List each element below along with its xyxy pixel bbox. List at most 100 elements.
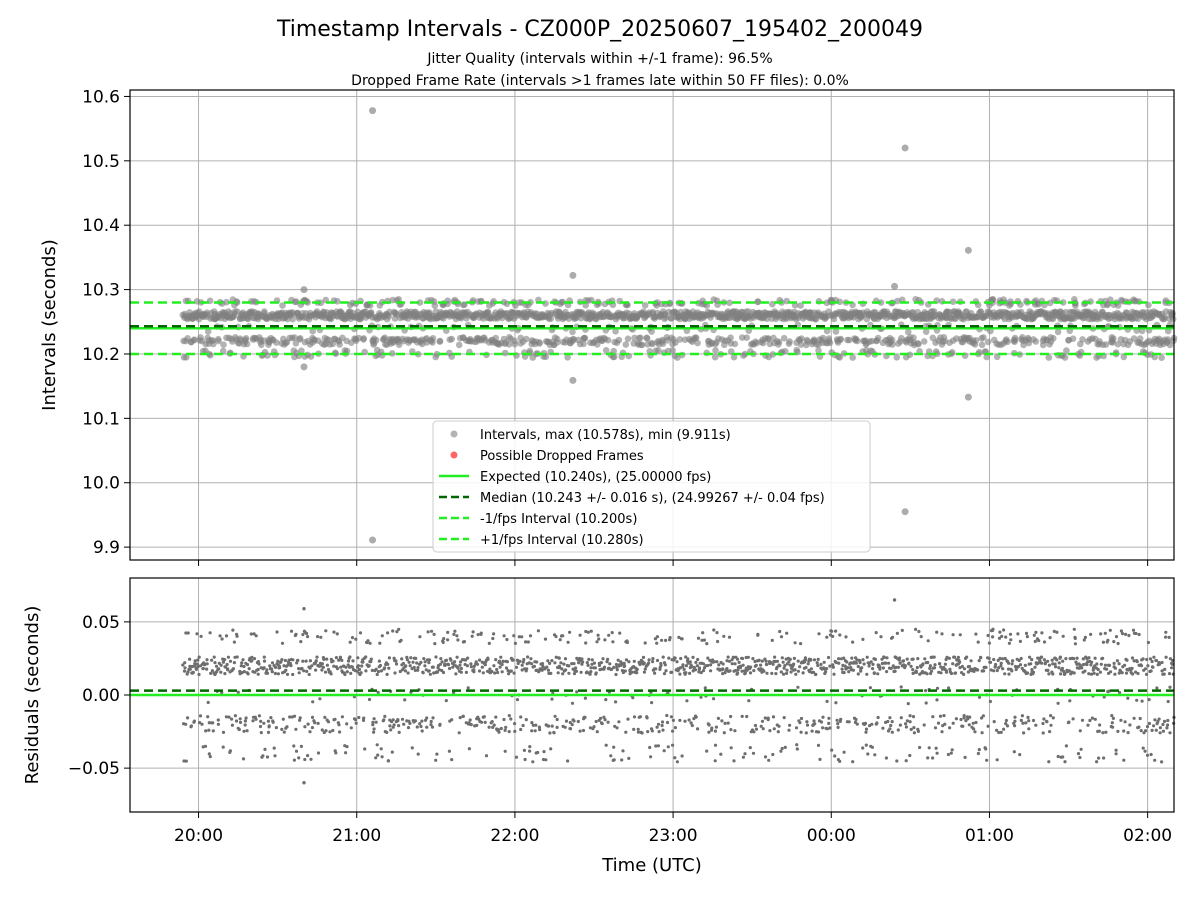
- residual-point: [743, 752, 747, 756]
- residual-point: [599, 661, 604, 665]
- residual-outlier-point: [386, 759, 391, 763]
- residual-point: [369, 657, 373, 661]
- residual-point: [850, 656, 854, 660]
- interval-point: [1059, 299, 1067, 306]
- residual-point: [953, 655, 957, 659]
- residual-point: [721, 662, 725, 666]
- residual-point: [543, 637, 548, 641]
- residual-point: [211, 721, 215, 725]
- residual-point: [400, 657, 404, 661]
- residual-point: [1054, 665, 1058, 669]
- residual-point: [403, 698, 407, 702]
- residual-point: [469, 723, 473, 727]
- residual-point: [643, 667, 647, 671]
- interval-point: [920, 338, 928, 345]
- residual-point: [604, 698, 608, 702]
- residual-point: [422, 657, 426, 661]
- residual-point: [334, 751, 338, 755]
- residual-point: [1134, 631, 1138, 636]
- residual-point: [270, 670, 274, 674]
- residuals-panel: 20:00 21:00 22:00 23:00 00:00 01:00 02:00−0.05…: [22, 577, 1176, 876]
- residual-point: [522, 748, 527, 753]
- residual-point: [1124, 632, 1128, 637]
- residual-point: [509, 717, 513, 721]
- residual-point: [1072, 657, 1076, 661]
- residual-point: [1075, 656, 1079, 660]
- residual-point: [939, 665, 943, 669]
- residual-point: [400, 717, 405, 721]
- residual-point: [203, 744, 208, 748]
- residual-point: [295, 661, 299, 665]
- residual-point: [580, 657, 584, 661]
- residual-point: [349, 671, 353, 676]
- interval-point: [334, 298, 341, 305]
- residual-point: [1081, 657, 1085, 661]
- residual-point: [1149, 752, 1153, 757]
- residual-point: [769, 660, 773, 665]
- residual-point: [581, 660, 585, 664]
- residual-point: [469, 662, 473, 666]
- residual-point: [835, 718, 839, 722]
- residual-point: [642, 661, 646, 666]
- residual-point: [524, 718, 528, 722]
- residual-point: [654, 667, 658, 671]
- residual-point: [1030, 668, 1034, 672]
- residual-point: [427, 669, 431, 673]
- residual-point: [904, 759, 908, 763]
- residual-point: [412, 665, 416, 670]
- chart-subtitle-jitter: Jitter Quality (intervals within +/-1 fr…: [426, 51, 772, 67]
- interval-point: [289, 315, 297, 323]
- residual-point: [1145, 753, 1150, 757]
- interval-point: [1069, 335, 1077, 343]
- residual-point: [196, 664, 200, 669]
- interval-point: [648, 328, 655, 335]
- residual-point: [216, 718, 220, 722]
- residual-point: [1016, 665, 1021, 669]
- residual-point: [1131, 672, 1135, 676]
- residual-point: [597, 637, 601, 641]
- interval-point: [815, 347, 822, 354]
- residual-point: [521, 723, 525, 728]
- residual-point: [1164, 635, 1168, 639]
- residual-point: [263, 747, 267, 752]
- residual-point: [256, 667, 260, 672]
- residual-point: [533, 729, 537, 733]
- residual-point: [940, 730, 944, 734]
- residual-point: [688, 671, 692, 676]
- residual-point: [1165, 726, 1169, 730]
- residual-point: [459, 666, 463, 671]
- residual-point: [601, 657, 605, 661]
- residual-point: [588, 726, 593, 730]
- residual-point: [394, 659, 398, 663]
- residual-point: [1152, 655, 1156, 659]
- residual-point: [739, 664, 743, 669]
- residual-point: [622, 661, 626, 665]
- residual-point: [732, 759, 736, 763]
- residual-point: [272, 746, 276, 750]
- residual-point: [812, 658, 817, 662]
- residual-point: [456, 638, 460, 642]
- residual-point: [1128, 723, 1132, 727]
- residual-point: [782, 672, 786, 676]
- residual-point: [285, 672, 290, 677]
- residual-point: [223, 658, 227, 662]
- residual-point: [550, 659, 554, 663]
- residual-point: [816, 657, 820, 662]
- interval-point: [977, 308, 984, 315]
- residual-point: [345, 745, 349, 749]
- residual-point: [196, 658, 200, 662]
- residual-point: [1116, 641, 1120, 646]
- residual-point: [655, 658, 660, 663]
- residual-point: [280, 727, 284, 732]
- residual-point: [827, 716, 831, 720]
- residual-point: [1034, 630, 1038, 635]
- residual-point: [267, 724, 271, 728]
- residual-point: [297, 671, 301, 675]
- residual-point: [1076, 752, 1081, 756]
- residual-point: [801, 671, 805, 675]
- interval-point: [910, 334, 917, 342]
- residual-point: [306, 754, 310, 758]
- residual-point: [536, 629, 541, 633]
- residual-point: [394, 662, 399, 666]
- residual-point: [1064, 744, 1068, 748]
